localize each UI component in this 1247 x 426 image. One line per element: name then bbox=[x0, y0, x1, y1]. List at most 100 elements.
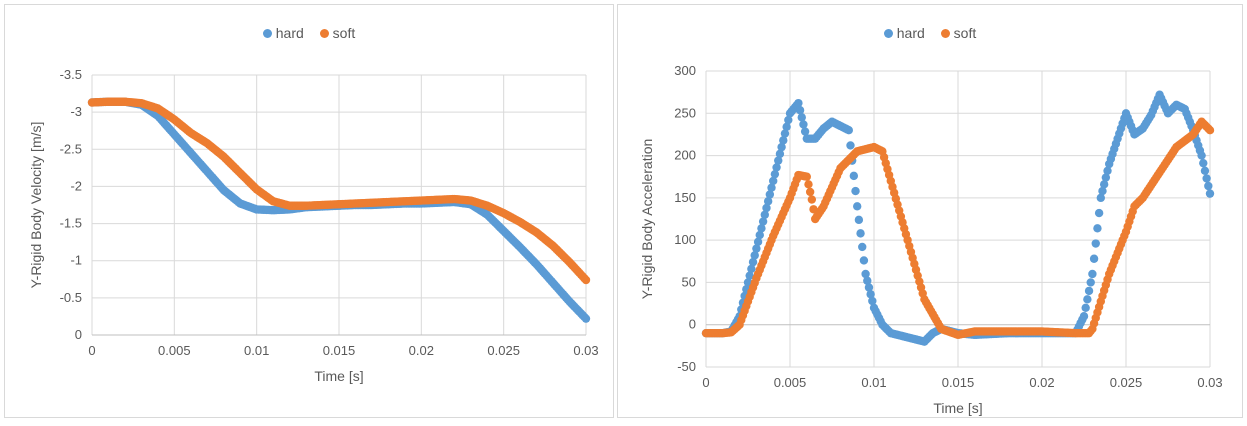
data-point-hard bbox=[777, 142, 786, 152]
x-tick-label: 0.01 bbox=[244, 343, 269, 358]
y-axis-title: Y-Rigid Body Acceleration bbox=[639, 139, 655, 300]
data-point-hard bbox=[1199, 158, 1208, 168]
data-point-hard bbox=[1089, 254, 1099, 263]
data-point-hard bbox=[748, 257, 758, 267]
data-point-hard bbox=[763, 197, 773, 206]
y-tick-label: 0 bbox=[689, 317, 696, 332]
data-point-soft bbox=[807, 195, 817, 204]
legend-item-hard: hard bbox=[262, 25, 304, 41]
y-tick-label: -0.5 bbox=[60, 290, 82, 305]
data-point-hard bbox=[775, 149, 785, 159]
y-tick-label: 250 bbox=[674, 105, 696, 120]
data-point-hard bbox=[750, 251, 759, 260]
data-point-hard bbox=[752, 244, 761, 253]
data-point-hard bbox=[1094, 208, 1104, 218]
data-point-hard bbox=[844, 126, 853, 135]
data-point-hard bbox=[859, 256, 869, 265]
data-point-hard bbox=[799, 120, 808, 129]
data-point-hard bbox=[1088, 269, 1097, 279]
y-tick-label: 300 bbox=[674, 63, 696, 78]
data-point-hard bbox=[765, 190, 775, 199]
data-point-hard bbox=[1096, 193, 1105, 203]
x-axis-title: Time [s] bbox=[933, 400, 982, 416]
y-tick-label: 100 bbox=[674, 232, 696, 247]
data-point-hard bbox=[1103, 166, 1112, 175]
x-tick-label: 0.015 bbox=[323, 343, 356, 358]
data-point-hard bbox=[755, 230, 764, 240]
data-point-hard bbox=[856, 229, 865, 238]
data-point-hard bbox=[782, 122, 791, 132]
data-point-soft bbox=[802, 172, 811, 181]
data-point-hard bbox=[753, 237, 763, 247]
chart-legend: hard soft bbox=[618, 25, 1242, 41]
y-tick-label: -1 bbox=[70, 253, 82, 268]
velocity-chart-panel: hard soft 0 0.005 0.01 0.015 0.02 0.025 0.03 0 -… bbox=[4, 4, 614, 418]
legend-label-soft: soft bbox=[332, 25, 356, 41]
legend-label-soft: soft bbox=[953, 25, 977, 41]
data-point-hard bbox=[767, 183, 776, 192]
legend-label-hard: hard bbox=[275, 25, 304, 41]
x-tick-label: 0.015 bbox=[942, 375, 975, 390]
legend-item-soft: soft bbox=[319, 25, 356, 41]
y-axis-title: Y-Rigid Body Velocity [m/s] bbox=[28, 122, 44, 289]
data-point-hard bbox=[772, 163, 781, 172]
data-point-hard bbox=[794, 98, 803, 108]
data-point-hard bbox=[858, 242, 867, 252]
data-point-soft bbox=[805, 187, 815, 197]
x-axis-title: Time [s] bbox=[314, 368, 363, 384]
data-point-hard bbox=[861, 269, 870, 279]
velocity-chart-plot: 0 0.005 0.01 0.015 0.02 0.025 0.03 0 -0.5 -1 -1.5 -… bbox=[28, 67, 599, 384]
y-tick-label: 200 bbox=[674, 148, 696, 163]
x-tick-label: 0.005 bbox=[158, 343, 191, 358]
legend-marker-hard bbox=[262, 29, 272, 38]
data-point-soft bbox=[581, 275, 591, 285]
x-tick-label: 0.025 bbox=[487, 343, 520, 358]
y-tick-label: -3.5 bbox=[60, 67, 82, 82]
series-soft bbox=[87, 97, 591, 285]
data-point-hard bbox=[762, 203, 771, 213]
y-tick-label: -50 bbox=[677, 359, 696, 374]
x-tick-label: 0.03 bbox=[573, 343, 598, 358]
data-point-hard bbox=[1093, 224, 1102, 233]
data-point-hard bbox=[757, 224, 766, 233]
legend-item-soft: soft bbox=[940, 25, 977, 41]
y-tick-label: -1.5 bbox=[60, 216, 82, 231]
y-tick-label: -2.5 bbox=[60, 141, 82, 156]
data-point-hard bbox=[1204, 181, 1213, 191]
legend-item-hard: hard bbox=[883, 25, 925, 41]
data-point-hard bbox=[758, 217, 768, 226]
x-tick-label: 0.03 bbox=[1197, 375, 1222, 390]
data-point-hard bbox=[851, 186, 860, 196]
legend-marker-hard bbox=[883, 29, 893, 38]
data-point-hard bbox=[1083, 295, 1092, 304]
y-tick-label: -2 bbox=[70, 178, 82, 193]
data-point-hard bbox=[795, 106, 805, 115]
data-point-hard bbox=[1079, 312, 1089, 321]
data-point-hard bbox=[864, 283, 874, 292]
data-point-soft bbox=[804, 180, 813, 189]
data-point-hard bbox=[797, 113, 806, 122]
x-tick-label: 0 bbox=[88, 343, 95, 358]
y-tick-label: 50 bbox=[682, 274, 696, 289]
data-point-hard bbox=[784, 115, 793, 125]
x-tick-label: 0.01 bbox=[861, 375, 886, 390]
data-point-hard bbox=[1197, 151, 1206, 160]
legend-label-hard: hard bbox=[896, 25, 925, 41]
data-point-hard bbox=[1084, 286, 1094, 296]
data-point-soft bbox=[1205, 126, 1215, 135]
legend-marker-soft bbox=[940, 29, 950, 38]
data-point-hard bbox=[849, 171, 859, 181]
data-point-hard bbox=[1081, 303, 1090, 312]
acceleration-chart-plot: 0 0.005 0.01 0.015 0.02 0.025 0.03 -50 0 50 100 150… bbox=[639, 63, 1223, 416]
x-tick-label: 0.005 bbox=[774, 375, 807, 390]
x-tick-label: 0.025 bbox=[1110, 375, 1143, 390]
data-point-hard bbox=[1086, 278, 1095, 287]
data-point-hard bbox=[854, 215, 864, 225]
x-tick-label: 0.02 bbox=[409, 343, 434, 358]
y-tick-label: 0 bbox=[75, 327, 82, 342]
data-point-hard bbox=[800, 127, 810, 136]
data-point-hard bbox=[770, 169, 780, 179]
data-point-hard bbox=[581, 314, 591, 323]
data-point-hard bbox=[853, 202, 862, 211]
data-point-hard bbox=[774, 156, 783, 165]
